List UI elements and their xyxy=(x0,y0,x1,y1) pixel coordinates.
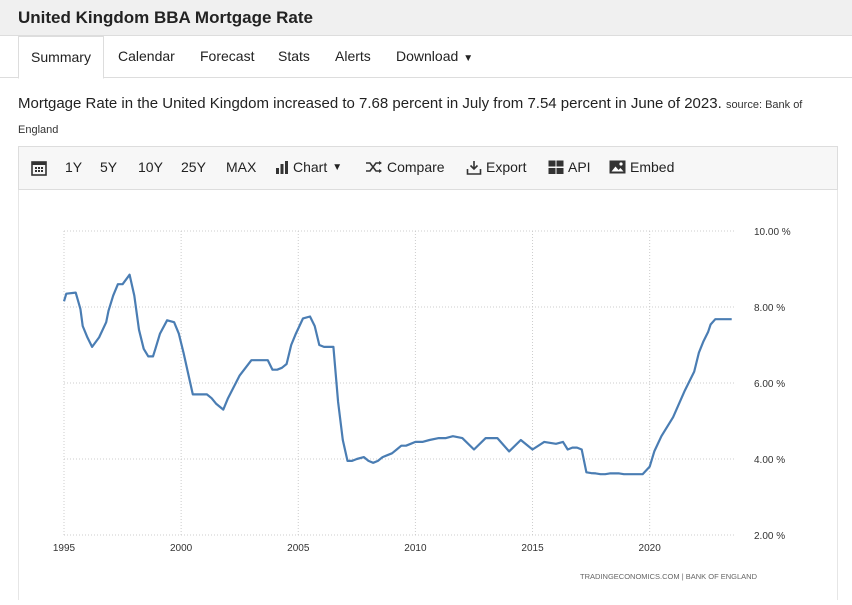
range-max-button[interactable]: MAX xyxy=(226,159,257,175)
compare-icon xyxy=(366,161,382,173)
export-label: Export xyxy=(486,159,527,175)
series-line xyxy=(62,273,732,476)
compare-button[interactable]: Compare xyxy=(365,159,445,175)
bar-chart-icon xyxy=(276,161,288,174)
y-tick-label: 8.00 % xyxy=(754,303,785,314)
chart-credit: TRADINGECONOMICS.COM | BANK OF ENGLAND xyxy=(580,572,758,581)
page-title: United Kingdom BBA Mortgage Rate xyxy=(18,8,313,27)
y-tick-label: 4.00 % xyxy=(754,455,785,466)
tab-calendar[interactable]: Calendar xyxy=(118,48,175,64)
caret-down-icon: ▼ xyxy=(463,53,474,64)
x-tick-label: 1995 xyxy=(53,543,76,554)
api-button[interactable]: API xyxy=(548,159,591,175)
chart-toolbar: 1Y 5Y 10Y 25Y MAX Chart ▼ Compare Export … xyxy=(18,146,838,190)
y-tick-label: 2.00 % xyxy=(754,531,785,542)
tab-alerts[interactable]: Alerts xyxy=(335,48,371,64)
range-5y-button[interactable]: 5Y xyxy=(100,159,118,175)
embed-icon xyxy=(609,160,626,174)
x-tick-label: 2000 xyxy=(170,543,193,554)
embed-button[interactable]: Embed xyxy=(609,159,674,175)
caret-down-icon: ▼ xyxy=(332,161,343,173)
x-tick-label: 2020 xyxy=(639,543,662,554)
x-tick-label: 2015 xyxy=(521,543,544,554)
x-tick-label: 2005 xyxy=(287,543,310,554)
tab-download-label: Download xyxy=(396,48,459,64)
range-10y-button[interactable]: 10Y xyxy=(138,159,163,175)
range-1y-button[interactable]: 1Y xyxy=(65,159,83,175)
calendar-icon[interactable] xyxy=(31,160,51,176)
y-tick-label: 10.00 % xyxy=(754,227,791,238)
export-button[interactable]: Export xyxy=(466,159,526,175)
tab-forecast[interactable]: Forecast xyxy=(200,48,255,64)
x-tick-label: 2010 xyxy=(404,543,427,554)
y-tick-label: 6.00 % xyxy=(754,379,785,390)
title-bar: United Kingdom BBA Mortgage Rate xyxy=(0,0,852,36)
export-icon xyxy=(466,160,482,175)
tab-stats[interactable]: Stats xyxy=(278,48,310,64)
compare-label: Compare xyxy=(387,159,445,175)
chart-type-button[interactable]: Chart ▼ xyxy=(275,159,342,175)
mortgage-rate-chart: 2.00 % 4.00 % 6.00 % 8.00 % 10.00 % 1995 2000 2… xyxy=(53,227,791,581)
tab-bar: Summary Calendar Forecast Stats Alerts D… xyxy=(0,36,852,79)
api-label: API xyxy=(568,159,591,175)
chart-area: 2.00 % 4.00 % 6.00 % 8.00 % 10.00 % 1995 2000 2… xyxy=(18,190,838,600)
tab-summary[interactable]: Summary xyxy=(18,36,104,79)
api-icon xyxy=(548,160,564,174)
summary-sentence: Mortgage Rate in the United Kingdom incr… xyxy=(18,95,722,112)
chart-type-label: Chart xyxy=(293,159,328,175)
source-note: source: Bank of England xyxy=(18,99,803,136)
range-25y-button[interactable]: 25Y xyxy=(181,159,206,175)
tab-download[interactable]: Download ▼ xyxy=(396,36,473,78)
summary-text: Mortgage Rate in the United Kingdom incr… xyxy=(18,92,844,142)
embed-label: Embed xyxy=(630,159,675,175)
